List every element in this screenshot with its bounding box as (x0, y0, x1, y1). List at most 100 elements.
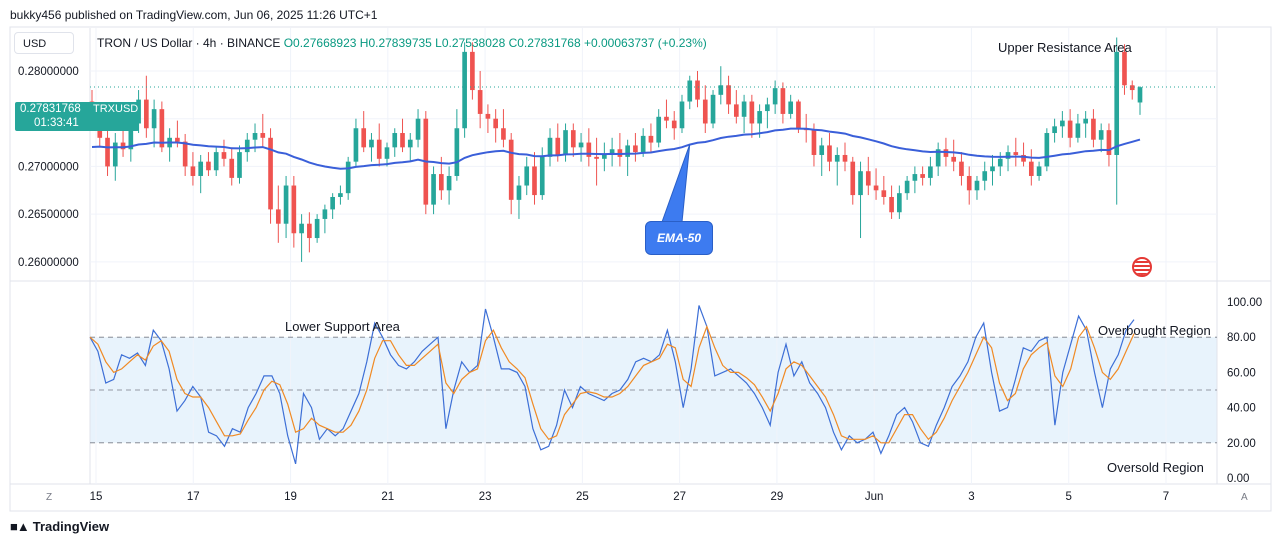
candle-body (570, 130, 576, 148)
time-tick-label: 27 (673, 491, 686, 503)
candle-body (244, 139, 250, 153)
us-flag-icon[interactable] (1132, 257, 1152, 277)
candle-body (609, 149, 615, 155)
candle-body (112, 142, 118, 167)
candle-body (733, 104, 739, 117)
time-tick-label: 23 (479, 491, 492, 503)
candle-body (1114, 51, 1120, 155)
candle-body (1091, 118, 1096, 140)
candle-body (508, 139, 514, 200)
price-tick-label: 0.26500000 (18, 209, 79, 221)
candle-body (392, 133, 398, 148)
time-axis[interactable]: 15 17 19 21 23 25 27 29 Jun 3 5 7 (90, 491, 1170, 503)
oscillator-axis[interactable]: 100.00 80.00 60.00 40.00 20.00 0.00 (1227, 297, 1262, 485)
time-tick-label: Jun (865, 491, 884, 503)
candle-body (765, 104, 770, 112)
candle-body (547, 137, 553, 157)
candle-body (539, 156, 545, 196)
oscillator-tick-label: 20.00 (1227, 438, 1256, 450)
lower-support-label: Lower Support Area (285, 319, 400, 334)
candle-body (322, 209, 328, 219)
candle-body (757, 111, 762, 124)
candle-body (796, 101, 801, 129)
candle-body (439, 174, 444, 191)
candle-body (834, 154, 840, 162)
candle-body (827, 145, 832, 162)
candle-body (1083, 118, 1088, 124)
currency-button[interactable]: USD (14, 32, 74, 54)
candle-body (291, 185, 297, 234)
oscillator-levels (90, 336, 1217, 444)
candle-body (516, 185, 522, 200)
candle-body (951, 156, 957, 162)
candle-body (928, 166, 933, 178)
candle-body (431, 174, 436, 205)
auto-scale-button[interactable]: A (1241, 492, 1248, 503)
oscillator-tick-label: 100.00 (1227, 297, 1262, 309)
candle-body (858, 171, 863, 196)
candle-body (881, 190, 887, 197)
time-tick-label: 7 (1163, 491, 1169, 503)
candle-body (602, 154, 607, 159)
ohlc-line: O0.27668923 H0.27839735 L0.27538028 C0.2… (283, 36, 707, 50)
time-tick-label: 15 (90, 491, 103, 503)
candle-body (640, 135, 646, 153)
tradingview-brand: TradingView (32, 519, 110, 534)
candle-body (780, 88, 786, 114)
candle-body (1005, 152, 1011, 159)
candle-body (159, 109, 165, 148)
candle-body (578, 142, 584, 148)
stochastic-d-line (89, 324, 1135, 444)
candle-body (1052, 126, 1057, 134)
time-tick-label: 3 (968, 491, 974, 503)
candle-body (1044, 133, 1050, 167)
candle-body (1075, 123, 1081, 138)
last-price-tag: 0.27831768 TRXUSD 01:33:41 (15, 102, 139, 131)
candle-body (974, 180, 980, 191)
candle-body (198, 161, 204, 176)
candle-body (345, 161, 351, 194)
candle-body (772, 88, 778, 105)
candle-body (586, 142, 592, 157)
candle-body (361, 128, 367, 148)
candle-body (369, 139, 374, 148)
price-tick-label: 0.28000000 (18, 66, 79, 78)
time-tick-label: 21 (381, 491, 394, 503)
candle-body (555, 137, 561, 155)
candle-body (415, 118, 421, 140)
candle-body (128, 123, 134, 150)
upper-resistance-label: Upper Resistance Area (998, 40, 1132, 55)
candle-body (718, 85, 724, 95)
candle-body (330, 196, 335, 210)
candle-body (656, 116, 662, 143)
candle-body (1021, 154, 1026, 162)
candles (89, 37, 1143, 262)
oscillator-tick-label: 40.00 (1227, 403, 1256, 415)
time-tick-label: 19 (284, 491, 297, 503)
candle-body (260, 133, 266, 138)
candle-body (959, 161, 964, 176)
candle-body (625, 145, 630, 157)
time-tick-label: 29 (771, 491, 784, 503)
candle-body (788, 101, 793, 114)
tradingview-mark-icon: ■▲ (10, 519, 30, 534)
time-tick-label: 5 (1066, 491, 1072, 503)
candle-body (485, 113, 491, 119)
candle-body (524, 166, 530, 186)
candle-body (865, 171, 871, 186)
candle-body (532, 166, 537, 196)
candle-body (252, 133, 258, 140)
candle-body (206, 161, 211, 171)
candle-body (175, 137, 180, 142)
candle-body (501, 128, 506, 140)
symbol-legend[interactable]: TRON / US Dollar · 4h · BINANCE O0.27668… (97, 36, 707, 50)
publisher-line: bukky456 published on TradingView.com, J… (10, 8, 378, 22)
timezone-button[interactable]: Z (46, 492, 53, 503)
candle-body (353, 128, 359, 162)
candle-body (462, 51, 467, 129)
candle-body (1137, 87, 1143, 103)
price-axis[interactable]: 0.280000000.275000000.270000000.26500000… (18, 66, 79, 269)
stochastic-k-line (89, 305, 1135, 465)
candle-body (229, 158, 235, 178)
